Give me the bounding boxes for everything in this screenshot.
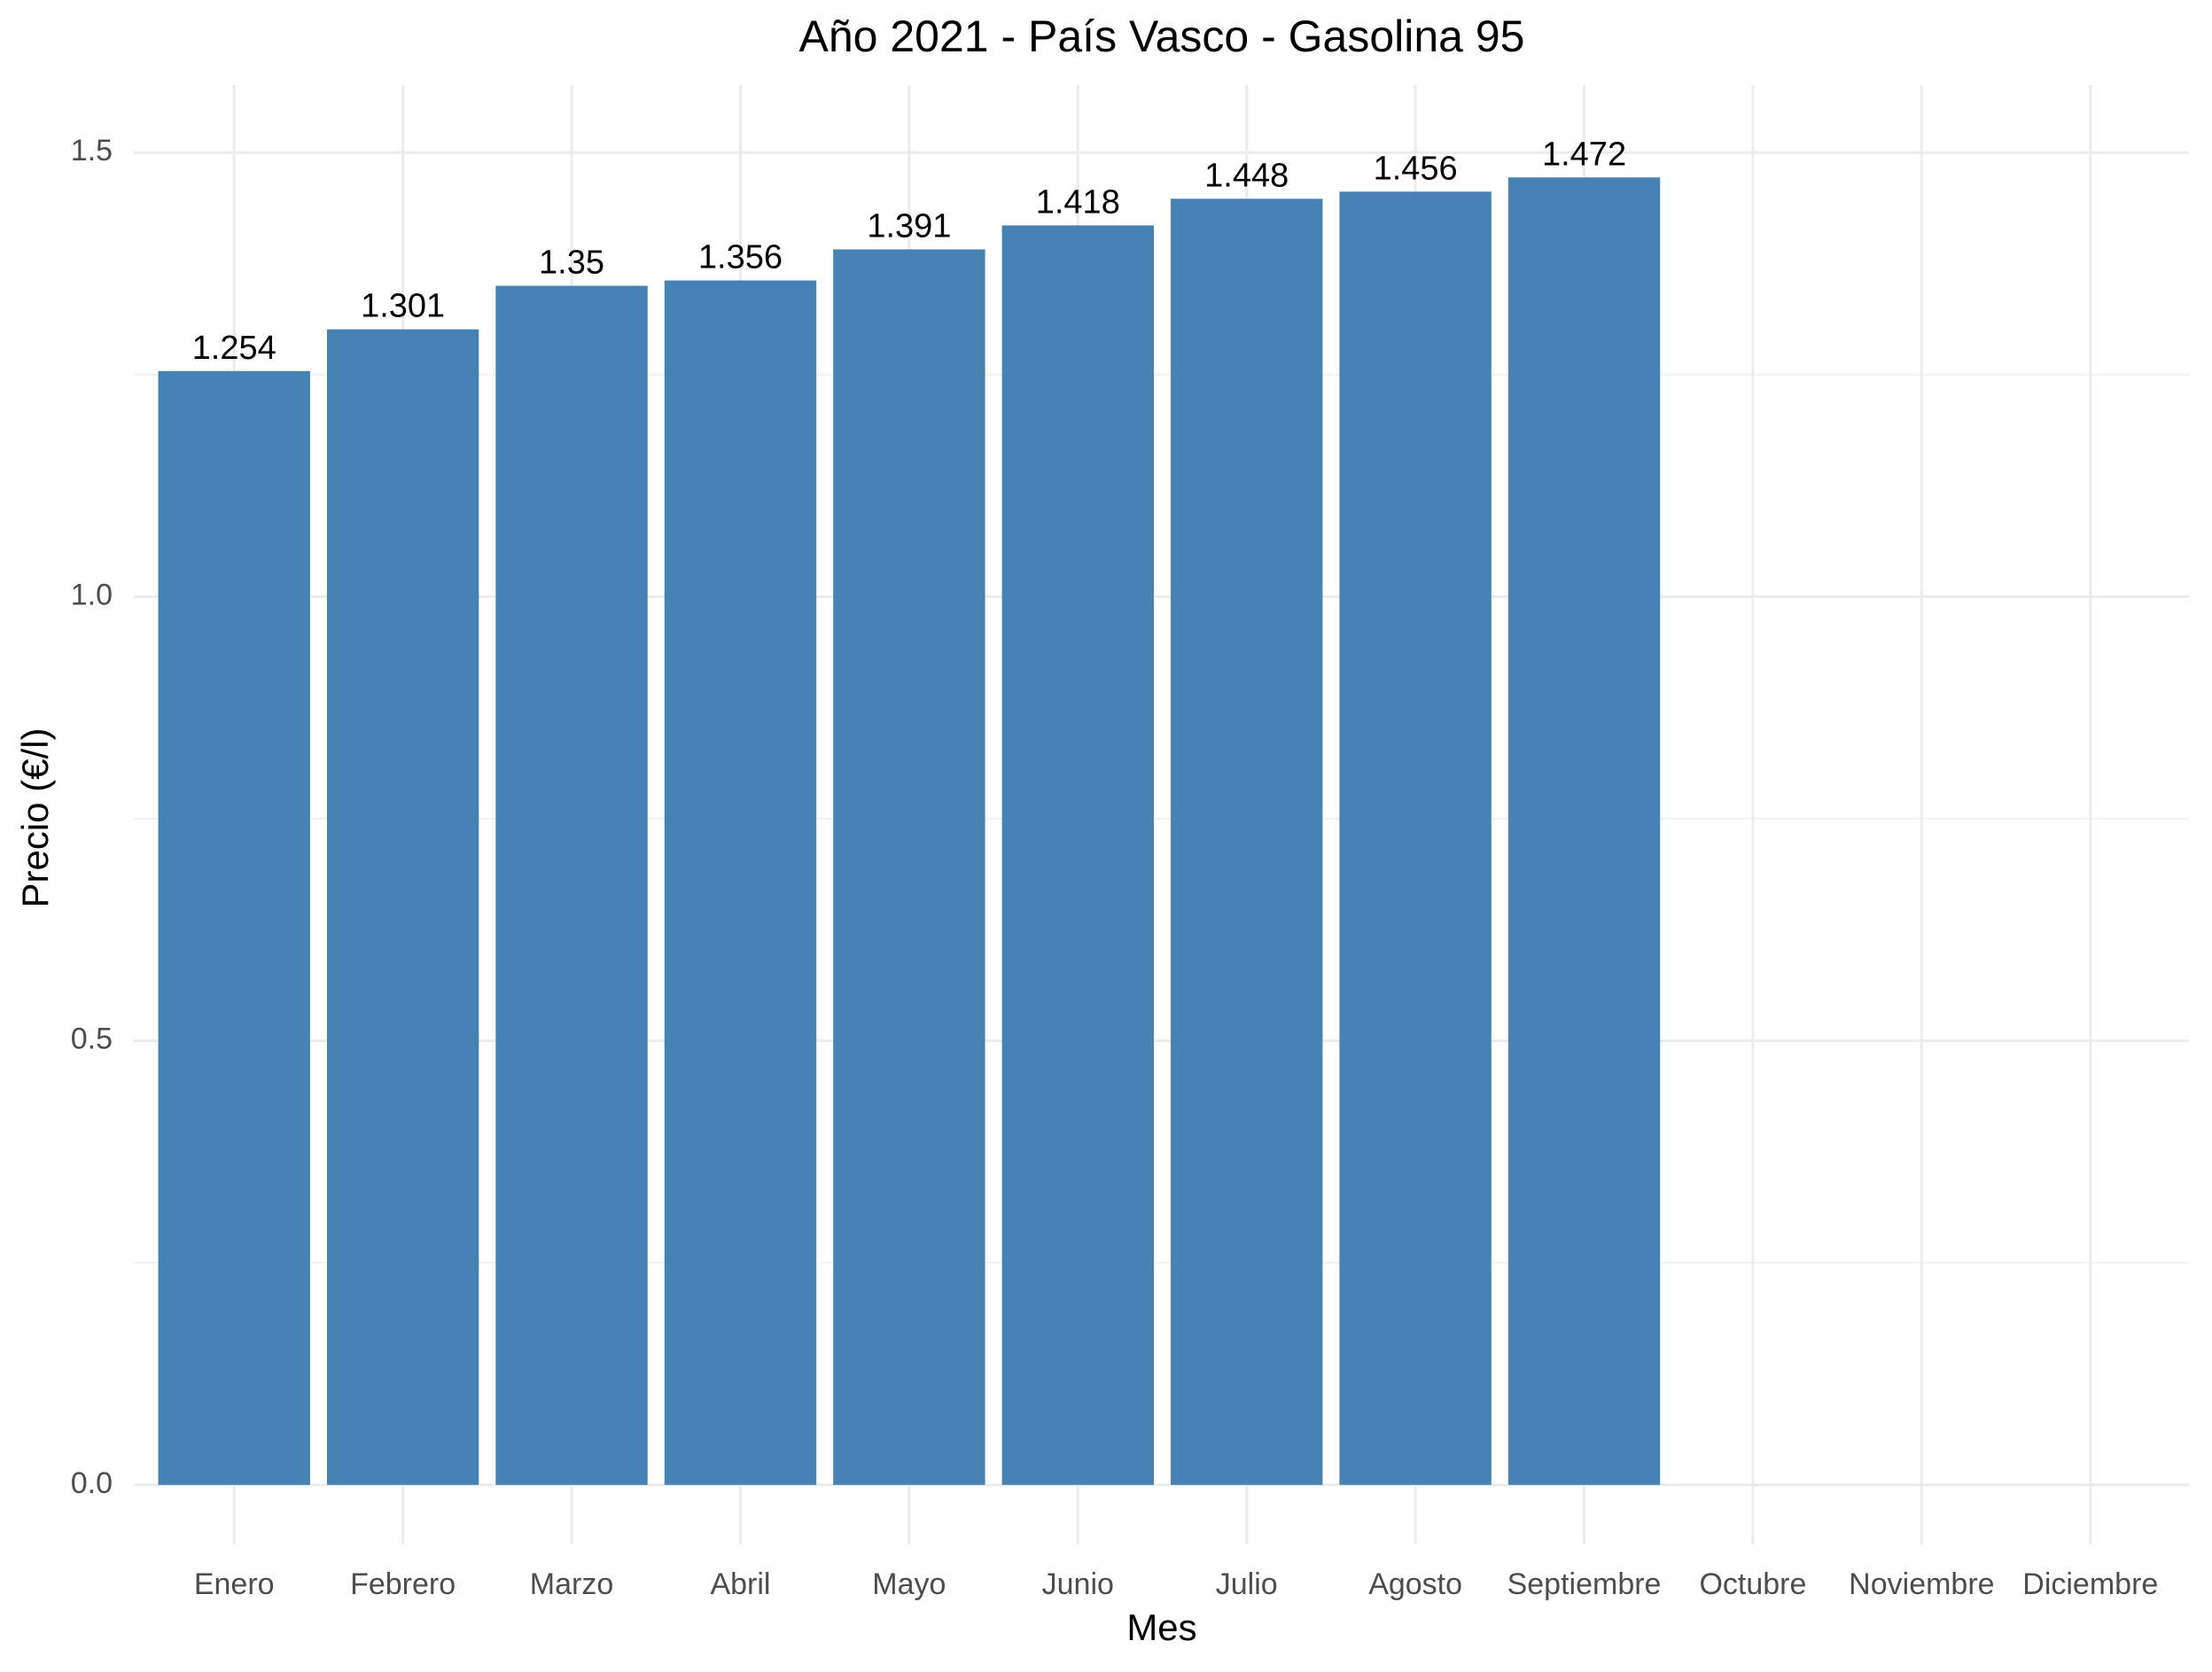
x-tick-label: Septiembre	[1507, 1567, 1662, 1601]
x-tick-label: Marzo	[530, 1567, 613, 1601]
bar	[1171, 198, 1323, 1485]
y-axis-title: Precio (€/l)	[14, 727, 56, 907]
bar	[833, 249, 985, 1485]
x-tick-label: Agosto	[1368, 1567, 1462, 1601]
bar	[495, 285, 648, 1485]
bar	[326, 329, 479, 1485]
x-tick-label: Abril	[710, 1567, 770, 1601]
x-tick-label: Octubre	[1699, 1567, 1806, 1601]
x-axis-title: Mes	[1126, 1606, 1196, 1648]
x-tick-label: Noviembre	[1849, 1567, 1994, 1601]
y-tick-label: 0.0	[71, 1466, 113, 1500]
x-tick-label: Enero	[194, 1567, 275, 1601]
x-tick-label: Julio	[1216, 1567, 1278, 1601]
value-label: 1.254	[192, 330, 276, 367]
y-tick-label: 1.0	[71, 578, 113, 611]
value-label: 1.35	[539, 245, 604, 282]
value-label: 1.448	[1204, 157, 1289, 194]
bar	[664, 280, 817, 1485]
bar	[158, 370, 310, 1485]
value-label: 1.301	[361, 288, 445, 325]
x-tick-label: Diciembre	[2022, 1567, 2158, 1601]
marks	[158, 177, 1661, 1485]
value-label: 1.391	[867, 207, 951, 245]
chart-title: Año 2021 - País Vasco - Gasolina 95	[799, 12, 1525, 61]
bar	[1001, 225, 1154, 1485]
value-label: 1.356	[698, 239, 783, 276]
y-tick-label: 0.5	[71, 1023, 113, 1056]
x-tick-label: Febrero	[350, 1567, 456, 1601]
value-label: 1.456	[1374, 150, 1458, 187]
bar	[1507, 177, 1661, 1485]
value-label: 1.418	[1036, 183, 1120, 221]
x-tick-label: Mayo	[872, 1567, 946, 1601]
x-tick-label: Junio	[1042, 1567, 1114, 1601]
y-tick-label: 1.5	[71, 134, 113, 167]
bar	[1339, 191, 1492, 1485]
value-label: 1.472	[1542, 136, 1626, 173]
